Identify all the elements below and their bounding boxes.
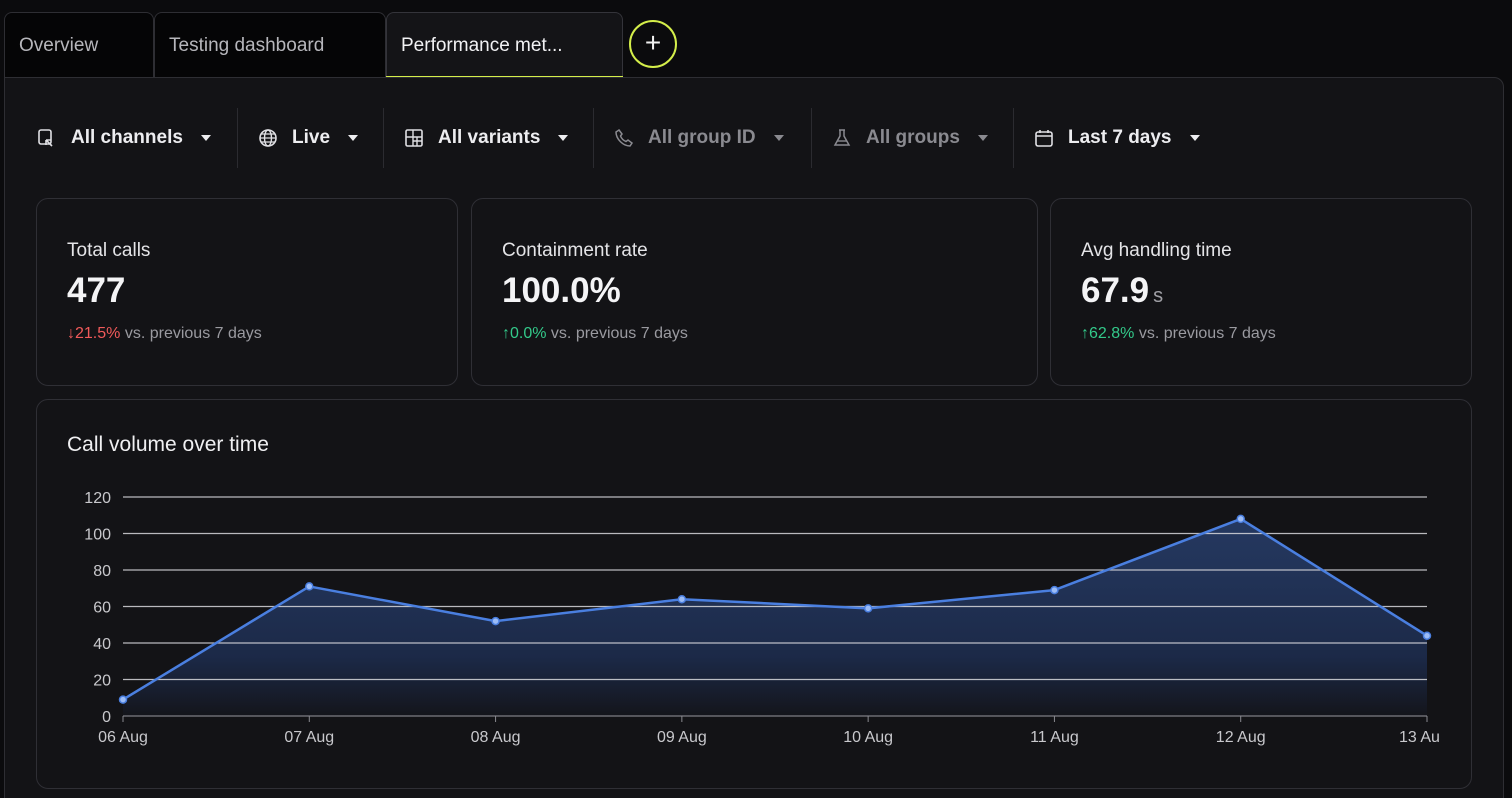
filter-label: All group ID	[648, 127, 756, 148]
delta-value: 62.8%	[1089, 325, 1135, 342]
kpi-card-containment-rate: Containment rate 100.0% ↑0.0% vs. previo…	[471, 198, 1038, 386]
phone-icon	[614, 128, 634, 148]
filter-variants[interactable]: All variants	[404, 108, 569, 168]
divider	[593, 108, 594, 168]
delta-value: 0.0%	[510, 325, 547, 342]
kpi-card-avg-handling-time: Avg handling time 67.9 s ↑62.8% vs. previ…	[1050, 198, 1472, 386]
x-tick-label: 09 Aug	[657, 729, 707, 746]
flask-icon	[832, 128, 852, 148]
y-tick-label: 20	[93, 673, 111, 690]
filter-label: Live	[292, 127, 331, 148]
tab-label: Overview	[19, 35, 99, 56]
tab-label: Performance met...	[401, 35, 563, 56]
delta-comparison: vs. previous 7 days	[124, 325, 262, 342]
filter-label: All channels	[71, 127, 183, 148]
kpi-number: 67.9	[1081, 271, 1150, 310]
arrow-up-icon: ↑	[1081, 325, 1089, 342]
kpi-value: 477	[67, 271, 126, 310]
kpi-value: 67.9 s	[1081, 271, 1163, 311]
globe-icon	[258, 128, 278, 148]
plus-icon: +	[644, 27, 662, 58]
kpi-delta: ↑0.0% vs. previous 7 days	[502, 325, 688, 343]
filter-groups[interactable]: All groups	[832, 108, 988, 168]
y-tick-label: 120	[84, 490, 111, 507]
chevron-down-icon	[558, 135, 569, 141]
calendar-icon	[1034, 128, 1054, 148]
data-point	[118, 695, 128, 704]
x-tick-label: 13 Au	[1399, 729, 1440, 746]
kpi-delta: ↑62.8% vs. previous 7 days	[1081, 325, 1276, 343]
filter-date-range[interactable]: Last 7 days	[1034, 108, 1200, 168]
data-point	[1422, 631, 1432, 640]
chart-title: Call volume over time	[67, 433, 269, 456]
grid-icon	[404, 128, 424, 148]
kpi-label: Total calls	[67, 240, 151, 261]
arrow-down-icon: ↓	[67, 325, 75, 342]
kpi-card-total-calls: Total calls 477 ↓21.5% vs. previous 7 da…	[36, 198, 458, 386]
kpi-delta: ↓21.5% vs. previous 7 days	[67, 325, 262, 343]
chevron-down-icon	[773, 135, 784, 141]
data-point	[1236, 514, 1245, 524]
kpi-label: Containment rate	[502, 240, 648, 261]
delta-comparison: vs. previous 7 days	[550, 325, 688, 342]
data-point	[677, 594, 687, 604]
data-point	[305, 582, 314, 591]
chevron-down-icon	[977, 135, 988, 141]
data-point	[863, 604, 873, 613]
data-point	[1050, 585, 1059, 595]
x-tick-label: 10 Aug	[843, 729, 893, 746]
y-tick-label: 0	[102, 709, 111, 726]
chevron-down-icon	[348, 135, 359, 141]
y-tick-label: 60	[93, 600, 111, 617]
x-tick-label: 11 Aug	[1030, 729, 1079, 746]
tab-testing-dashboard[interactable]: Testing dashboard	[154, 12, 386, 78]
tab-overview[interactable]: Overview	[4, 12, 154, 78]
kpi-unit: s	[1153, 285, 1164, 307]
chevron-down-icon	[1189, 135, 1200, 141]
filter-label: Last 7 days	[1068, 127, 1172, 148]
divider	[811, 108, 812, 168]
arrow-up-icon: ↑	[502, 325, 510, 342]
tab-bar: Overview Testing dashboard Performance m…	[0, 0, 1512, 78]
filter-label: All variants	[438, 127, 541, 148]
x-tick-label: 08 Aug	[471, 729, 521, 746]
filter-label: All groups	[866, 127, 960, 148]
divider	[237, 108, 238, 168]
divider	[1013, 108, 1014, 168]
filter-bar: All channels Live All variants All group…	[5, 108, 1505, 168]
x-tick-label: 12 Aug	[1216, 729, 1266, 746]
chevron-down-icon	[200, 135, 211, 141]
kpi-label: Avg handling time	[1081, 240, 1232, 261]
call-volume-chart-card: Call volume over time 0 20 40 60 80 100 120 06 …	[36, 399, 1472, 789]
call-volume-chart: 0 20 40 60 80 100 120 06 Aug 07 Aug 08 Aug 09 Aug 1…	[84, 490, 1440, 746]
area-fill	[123, 518, 1427, 716]
y-tick-label: 80	[93, 563, 111, 580]
x-tick-label: 06 Aug	[98, 729, 148, 746]
delta-comparison: vs. previous 7 days	[1138, 325, 1276, 342]
tab-performance-metrics[interactable]: Performance met...	[386, 12, 623, 78]
divider	[383, 108, 384, 168]
add-tab-button[interactable]: +	[629, 20, 677, 68]
filter-group-id[interactable]: All group ID	[614, 108, 784, 168]
tab-label: Testing dashboard	[169, 35, 325, 56]
dashboard-panel: All channels Live All variants All group…	[4, 77, 1504, 798]
filter-channels[interactable]: All channels	[37, 108, 211, 168]
y-tick-label: 100	[84, 527, 111, 544]
series-line	[122, 517, 1428, 701]
channels-icon	[37, 128, 57, 148]
filter-live[interactable]: Live	[258, 108, 359, 168]
delta-value: 21.5%	[75, 325, 121, 342]
data-point	[491, 616, 500, 626]
x-tick-label: 07 Aug	[284, 729, 334, 746]
kpi-value: 100.0%	[502, 271, 621, 310]
y-tick-label: 40	[93, 636, 111, 653]
